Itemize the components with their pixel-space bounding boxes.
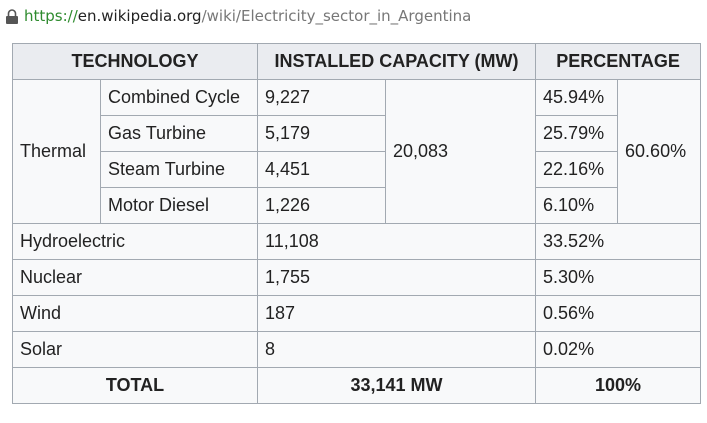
- address-bar[interactable]: https://en.wikipedia.org/wiki/Electricit…: [0, 0, 707, 34]
- total-percentage: 100%: [535, 367, 702, 404]
- header-row: TECHNOLOGY INSTALLED CAPACITY (MW) PERCE…: [11, 43, 702, 80]
- technology-cell: Gas Turbine: [99, 115, 259, 152]
- technology-cell: Nuclear: [11, 259, 259, 296]
- table-row: Wind 187 0.56%: [11, 295, 702, 332]
- technology-cell: Solar: [11, 331, 259, 368]
- group-label: Thermal: [12, 79, 101, 224]
- total-label: TOTAL: [11, 367, 259, 404]
- table-row: Steam Turbine 4,451 22.16%: [13, 151, 701, 188]
- capacity-table: TECHNOLOGY INSTALLED CAPACITY (MW) PERCE…: [11, 43, 702, 404]
- capacity-cell: 8: [257, 331, 537, 368]
- header-cell: TECHNOLOGY: [11, 43, 259, 80]
- percentage-cell: 0.56%: [535, 295, 702, 332]
- url-host: en.wikipedia.org: [77, 7, 202, 25]
- total-capacity: 33,141 MW: [257, 367, 537, 404]
- percentage-cell: 5.30%: [535, 259, 702, 296]
- percentage-cell: 45.94%: [535, 79, 619, 116]
- lock-icon: [6, 9, 18, 24]
- capacity-cell: 11,108: [257, 223, 537, 260]
- total-row: TOTAL 33,141 MW 100%: [11, 367, 702, 404]
- table-row: Hydroelectric 11,108 33.52%: [11, 223, 702, 260]
- percentage-cell: 33.52%: [535, 223, 702, 260]
- url-path: /wiki/Electricity_sector_in_Argentina: [201, 7, 472, 25]
- capacity-cell: 5,179: [257, 115, 387, 152]
- table-row: Nuclear 1,755 5.30%: [11, 259, 702, 296]
- capacity-cell: 187: [257, 295, 537, 332]
- technology-cell: Steam Turbine: [99, 151, 259, 188]
- technology-cell: Motor Diesel: [99, 187, 259, 224]
- capacity-cell: 1,755: [257, 259, 537, 296]
- technology-cell: Hydroelectric: [11, 223, 259, 260]
- table-row: Motor Diesel 1,226 6.10%: [13, 187, 701, 224]
- header-cell: INSTALLED CAPACITY (MW): [257, 43, 537, 80]
- table-row: Solar 8 0.02%: [11, 331, 702, 368]
- technology-cell: Wind: [11, 295, 259, 332]
- technology-cell: Combined Cycle: [99, 79, 259, 116]
- percentage-cell: 22.16%: [535, 151, 619, 188]
- capacity-cell: 4,451: [257, 151, 387, 188]
- capacity-cell: 1,226: [257, 187, 387, 224]
- percentage-cell: 25.79%: [535, 115, 619, 152]
- subtotal-cell: 20,083: [385, 79, 537, 224]
- percentage-cell: 0.02%: [535, 331, 702, 368]
- url: https://en.wikipedia.org/wiki/Electricit…: [24, 7, 471, 25]
- table-row: Gas Turbine 5,179 25.79%: [13, 115, 701, 152]
- percentage-cell: 6.10%: [535, 187, 619, 224]
- table-row: Thermal Combined Cycle 9,227 20,083 45.9…: [12, 79, 702, 224]
- url-scheme: https://: [24, 7, 78, 25]
- capacity-cell: 9,227: [257, 79, 387, 116]
- subtotal-percentage-cell: 60.60%: [617, 79, 702, 224]
- header-cell: PERCENTAGE: [535, 43, 702, 80]
